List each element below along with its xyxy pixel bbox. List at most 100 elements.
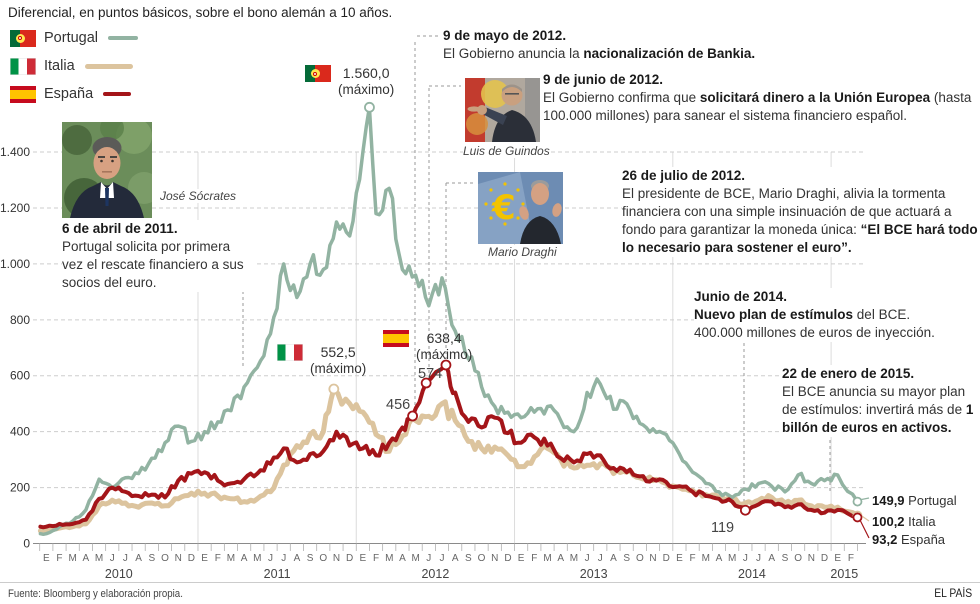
annotation-junio-2012-body: El Gobierno confirma que solicitará dine… <box>543 89 980 125</box>
portugal-max-label: 1.560,0 (máximo) <box>305 65 394 97</box>
publisher-logo: EL PAÍS <box>934 588 972 600</box>
portugal-max-sub: (máximo) <box>338 82 395 97</box>
svg-text:A: A <box>452 553 459 564</box>
svg-text:O: O <box>636 553 644 564</box>
svg-text:J: J <box>598 553 603 564</box>
svg-text:F: F <box>531 553 537 564</box>
julio-body-text: El presidente de BCE, Mario Draghi, aliv… <box>622 186 952 237</box>
legend-label-portugal: Portugal <box>44 30 99 46</box>
espana-574-label: 574 <box>418 366 443 382</box>
end-label-italia: 100,2 Italia <box>872 514 936 529</box>
caption-mario-draghi: Mario Draghi <box>488 245 557 259</box>
espana-119-label: 119 <box>711 520 735 536</box>
italia-max-sub: (máximo) <box>310 361 367 376</box>
svg-text:E: E <box>834 553 841 564</box>
svg-text:A: A <box>294 553 301 564</box>
svg-text:J: J <box>426 553 431 564</box>
svg-text:2012: 2012 <box>421 567 449 581</box>
svg-text:N: N <box>333 553 340 564</box>
italia-line-swatch <box>84 63 133 69</box>
svg-text:A: A <box>399 553 406 564</box>
italia-end-value: 100,2 <box>872 514 905 529</box>
svg-text:M: M <box>95 553 103 564</box>
portugal-line-swatch <box>108 36 139 40</box>
svg-text:F: F <box>690 553 696 564</box>
svg-text:D: D <box>821 553 828 564</box>
annotation-junio-2012: 9 de junio de 2012. El Gobierno confirma… <box>543 71 980 125</box>
annotation-junio-2014-line2: Nuevo plan de estímulos del BCE. <box>694 306 980 324</box>
svg-text:D: D <box>346 553 353 564</box>
svg-text:M: M <box>543 553 551 564</box>
svg-text:J: J <box>585 553 590 564</box>
legend-label-italia: Italia <box>44 58 75 74</box>
annotation-enero-2015-body: El BCE anuncia su mayor plan de estímulo… <box>782 383 980 437</box>
svg-text:S: S <box>782 553 789 564</box>
julio-body-bold: “El BCE hará todo lo necesario para sost… <box>622 222 978 255</box>
espana-flag-icon <box>383 330 409 347</box>
portugal-end-country: Portugal <box>908 493 957 508</box>
enero2015-bold: 1 billón de euros en activos. <box>782 402 974 435</box>
annotation-connectors <box>152 35 831 503</box>
junio2014-rest: del BCE. <box>853 307 911 322</box>
annotation-julio-2012-body: El presidente de BCE, Mario Draghi, aliv… <box>622 185 978 257</box>
espana-flag-icon <box>10 85 36 103</box>
italia-max-label: 552,5 (máximo) <box>277 344 366 376</box>
annotation-abril-2011-date: 6 de abril de 2011. <box>62 221 178 236</box>
annotation-abril-2011-body: Portugal solicita por primera vez el res… <box>62 239 244 290</box>
svg-text:O: O <box>161 553 169 564</box>
svg-text:€: € <box>491 188 516 228</box>
photo-luis-de-guindos <box>465 78 540 142</box>
svg-text:M: M <box>570 553 578 564</box>
legend-item-espana: España <box>10 85 132 103</box>
espana-max-label: 638,4 (máximo) <box>383 330 472 362</box>
svg-text:A: A <box>716 553 723 564</box>
svg-text:E: E <box>201 553 208 564</box>
mayo-body-text: El Gobierno anuncia la <box>443 46 584 61</box>
series-line-portugal <box>38 105 860 537</box>
svg-text:S: S <box>623 553 630 564</box>
svg-text:S: S <box>307 553 314 564</box>
svg-text:400: 400 <box>10 425 30 439</box>
svg-text:J: J <box>110 553 115 564</box>
legend-item-italia: Italia <box>10 57 133 75</box>
svg-text:J: J <box>439 553 444 564</box>
annotation-junio-2014-date: Junio de 2014. <box>694 289 788 304</box>
annotation-julio-2012-date: 26 de julio de 2012. <box>622 168 746 183</box>
point-markers <box>328 101 751 516</box>
photo-mario-draghi: € <box>478 172 563 244</box>
series-line-espana <box>38 363 860 530</box>
annotation-enero-2015: 22 de enero de 2015. El BCE anuncia su m… <box>782 365 980 437</box>
caption-jose-socrates: José Sócrates <box>160 189 237 203</box>
end-label-portugal: 149,9 Portugal <box>872 493 957 508</box>
legend-label-espana: España <box>44 86 94 102</box>
junio-body-text: El Gobierno confirma que <box>543 90 700 105</box>
photo-jose-socrates <box>62 122 152 218</box>
portugal-flag-icon <box>10 29 36 47</box>
espana-max-value: 638,4 <box>426 330 462 346</box>
source-credit: Fuente: Bloomberg y elaboración propia. <box>8 588 183 600</box>
svg-text:A: A <box>557 553 564 564</box>
svg-text:E: E <box>43 553 50 564</box>
junio-body-bold: solicitará dinero a la Unión Europea <box>699 90 931 105</box>
annotation-mayo-2012-body: El Gobierno anuncia la nacionalización d… <box>443 45 973 63</box>
svg-text:M: M <box>385 553 393 564</box>
svg-text:O: O <box>319 553 327 564</box>
footer-divider <box>0 582 980 583</box>
svg-text:J: J <box>743 553 748 564</box>
svg-text:2014: 2014 <box>738 567 766 581</box>
svg-text:A: A <box>610 553 617 564</box>
svg-text:N: N <box>175 553 182 564</box>
italia-flag-icon <box>10 57 36 75</box>
svg-text:O: O <box>794 553 802 564</box>
svg-text:N: N <box>649 553 656 564</box>
svg-text:1.200: 1.200 <box>0 201 30 215</box>
legend-item-portugal: Portugal <box>10 29 139 47</box>
chart-title: Diferencial, en puntos básicos, sobre el… <box>8 5 393 20</box>
annotation-enero-2015-date: 22 de enero de 2015. <box>782 366 915 381</box>
espana-end-country: España <box>900 532 946 547</box>
svg-text:J: J <box>123 553 128 564</box>
svg-text:D: D <box>504 553 511 564</box>
svg-text:A: A <box>241 553 248 564</box>
